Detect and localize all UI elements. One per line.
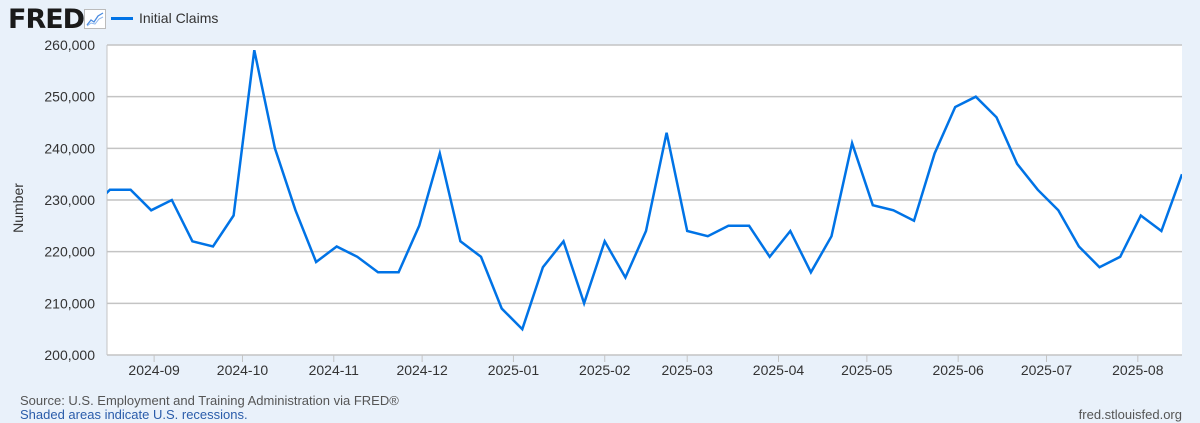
y-tick-label: 220,000 [44, 244, 95, 260]
y-tick-label: 260,000 [44, 37, 95, 53]
y-tick-label: 240,000 [44, 140, 95, 156]
x-tick-label: 2025-02 [579, 362, 631, 378]
x-tick-label: 2024-09 [128, 362, 180, 378]
y-tick-label: 200,000 [44, 347, 95, 363]
legend: Initial Claims [111, 10, 218, 26]
y-tick-label: 210,000 [44, 295, 95, 311]
x-tick-label: 2024-12 [396, 362, 448, 378]
recession-note[interactable]: Shaded areas indicate U.S. recessions. [20, 407, 248, 422]
x-tick-label: 2025-01 [488, 362, 540, 378]
line-chart-icon [84, 9, 106, 29]
series-line-initial-claims [107, 49, 1182, 332]
x-tick-label: 2025-06 [932, 362, 984, 378]
fred-logo[interactable]: FRED [8, 4, 85, 35]
site-url[interactable]: fred.stlouisfed.org [1078, 407, 1182, 422]
x-tick-label: 2025-08 [1112, 362, 1164, 378]
x-tick-label: 2025-05 [841, 362, 893, 378]
legend-label: Initial Claims [139, 10, 219, 26]
y-tick-label: 250,000 [44, 89, 95, 105]
legend-swatch [111, 16, 133, 20]
x-tick-label: 2024-11 [309, 362, 360, 378]
y-tick-label: 230,000 [44, 192, 95, 208]
x-tick-label: 2025-03 [662, 362, 714, 378]
x-tick-label: 2025-04 [753, 362, 805, 378]
x-tick-label: 2025-07 [1021, 362, 1073, 378]
x-tick-label: 2024-10 [217, 362, 269, 378]
source-note: Source: U.S. Employment and Training Adm… [20, 393, 399, 408]
